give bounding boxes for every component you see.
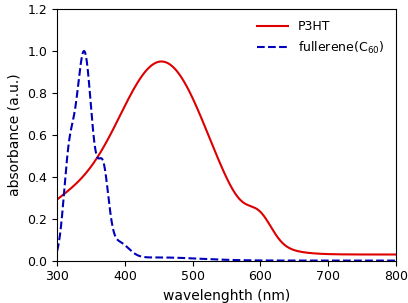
Legend: P3HT, fullerene(C$_{60}$): P3HT, fullerene(C$_{60}$) — [252, 15, 390, 61]
Y-axis label: absorbance (a.u.): absorbance (a.u.) — [8, 74, 22, 196]
X-axis label: wavelenghth (nm): wavelenghth (nm) — [163, 289, 290, 303]
